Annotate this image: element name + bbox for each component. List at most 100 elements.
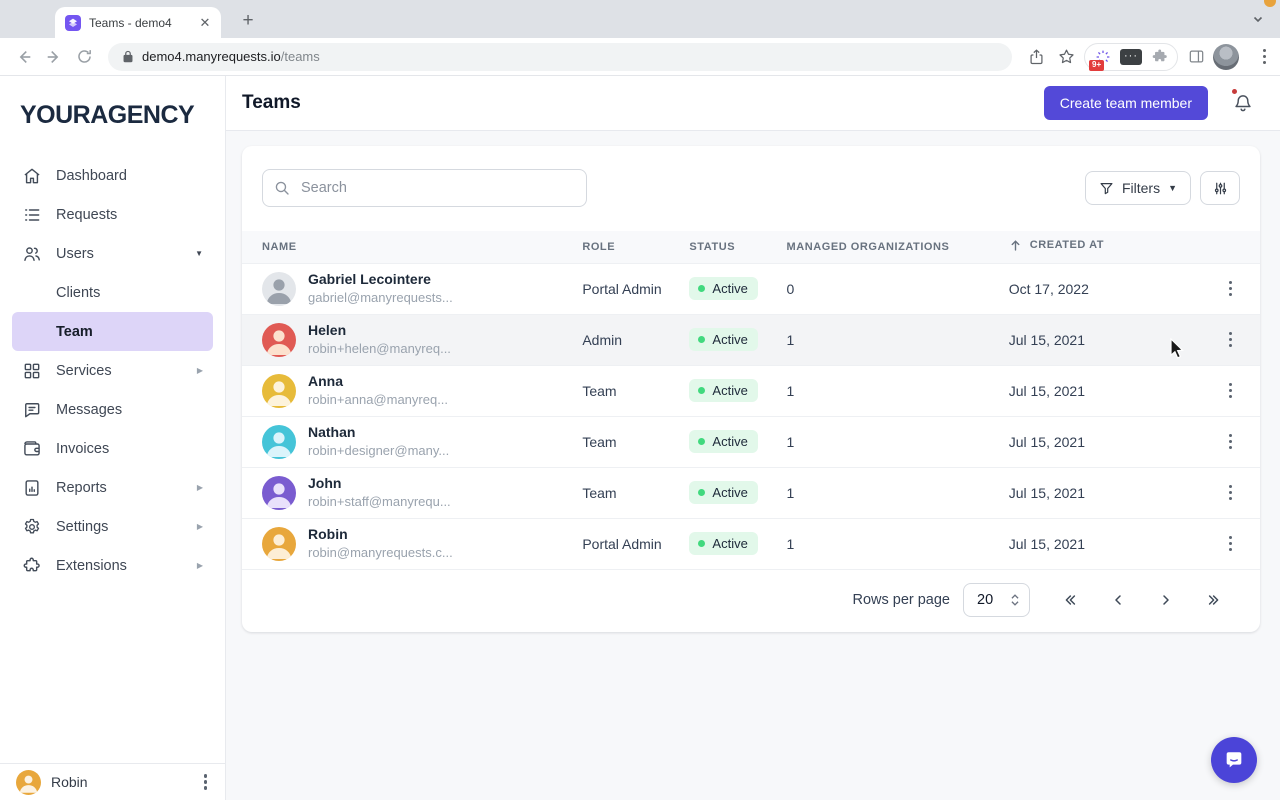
home-icon [22,166,42,186]
col-header-name[interactable]: NAME [242,231,583,263]
sidebar-item-team[interactable]: Team [12,312,213,351]
col-header-managed-organizations[interactable]: MANAGED ORGANIZATIONS [786,231,1009,263]
table-header-row: NAME ROLE STATUS MANAGED ORGANIZATIONS C… [242,231,1260,263]
dots-extension-icon[interactable]: ··· [1119,45,1143,69]
status-badge: Active [689,379,758,402]
row-actions-button[interactable] [1225,430,1237,454]
search-input[interactable] [262,169,587,207]
created-at: Jul 15, 2021 [1008,517,1201,570]
table-toolbar: Filters ▼ [242,146,1260,231]
sidebar-item-services[interactable]: Services ▶ [12,351,213,390]
member-avatar [262,424,296,459]
browser-menu-button[interactable] [1242,43,1270,71]
managed-organizations-count: 1 [786,364,1009,416]
report-chart-icon [22,478,42,498]
managed-organizations-count: 0 [786,262,1009,314]
create-team-member-button[interactable]: Create team member [1043,86,1208,120]
puzzle-extensions-icon[interactable] [1147,45,1171,69]
url-text: demo4.manyrequests.io/teams [142,49,320,64]
row-actions-button[interactable] [1225,277,1237,301]
sidebar-item-label: Invoices [56,440,110,457]
reload-button[interactable] [70,43,98,71]
browser-tab[interactable]: Teams - demo4 ✕ [55,7,221,38]
users-icon [22,244,42,264]
app-shell: YOURAGENCY Dashboard Requests Users ▼ Cl… [0,76,1280,800]
table-row[interactable]: John robin+staff@manyrequ... Team Active … [242,466,1260,518]
stepper-icon [1011,593,1019,606]
filters-button[interactable]: Filters ▼ [1084,171,1191,205]
browser-toolbar: demo4.manyrequests.io/teams 9+ ··· [0,38,1280,76]
status-badge: Active [689,532,758,555]
table-row[interactable]: Gabriel Lecointere gabriel@manyrequests..… [242,262,1260,314]
sidebar-item-invoices[interactable]: Invoices [12,429,213,468]
member-role: Team [582,466,690,518]
bookmark-star-button[interactable] [1052,43,1080,71]
tab-close-icon[interactable]: ✕ [199,14,211,30]
col-header-role[interactable]: ROLE [582,231,690,263]
col-header-status[interactable]: STATUS [689,231,787,263]
sidebar-item-label: Settings [56,518,109,535]
new-tab-button[interactable]: + [235,8,261,34]
user-menu-button[interactable] [200,770,212,794]
row-actions-button[interactable] [1225,481,1237,505]
row-actions-button[interactable] [1225,379,1237,403]
table-row[interactable]: Nathan robin+designer@many... Team Active… [242,415,1260,467]
browser-profile-avatar[interactable] [1212,43,1240,71]
sidebar-item-extensions[interactable]: Extensions ▶ [12,546,213,585]
member-name: Gabriel Lecointere [308,271,431,288]
member-email: robin@manyrequests.c... [308,545,453,561]
sidebar-item-settings[interactable]: Settings ▶ [12,507,213,546]
managed-organizations-count: 1 [786,313,1009,365]
puzzle-icon [22,556,42,576]
member-avatar [262,373,296,408]
table-row[interactable]: Robin robin@manyrequests.c... Portal Admi… [242,517,1260,570]
row-actions-button[interactable] [1225,532,1237,556]
first-page-button[interactable] [1046,583,1094,617]
table-row[interactable]: Helen robin+helen@manyreq... Admin Active… [242,313,1260,365]
status-dot [698,489,706,496]
back-button[interactable] [10,43,38,71]
chat-launcher-button[interactable] [1211,737,1257,783]
list-icon [22,205,42,225]
tab-search-chevron-icon[interactable] [1252,12,1264,30]
extension-badge: 9+ [1089,59,1105,71]
notification-dot [1232,89,1237,94]
member-name: Anna [308,373,343,390]
chevron-right-icon: ▶ [196,561,203,570]
sidebar-user: Robin [0,763,225,800]
sidebar: YOURAGENCY Dashboard Requests Users ▼ Cl… [0,76,226,800]
member-email: robin+helen@manyreq... [308,341,451,357]
sidebar-item-clients[interactable]: Clients [12,273,213,312]
created-at: Oct 17, 2022 [1008,262,1201,314]
last-page-button[interactable] [1190,583,1238,617]
table-row[interactable]: Anna robin+anna@manyreq... Team Active 1 … [242,364,1260,416]
confetti-extension-icon[interactable]: 9+ [1089,45,1115,71]
notifications-bell-button[interactable] [1230,89,1256,116]
page-title: Teams [242,92,301,113]
member-avatar [262,271,296,306]
status-dot [698,540,706,547]
member-name: Nathan [308,424,356,441]
rows-per-page-select[interactable]: 20 [963,582,1030,617]
sidebar-item-users[interactable]: Users ▼ [12,234,213,273]
col-header-created-at[interactable]: CREATED AT [1008,231,1201,263]
share-button[interactable] [1022,43,1050,71]
member-name: Robin [308,526,348,543]
member-avatar [262,526,296,561]
tab-title: Teams - demo4 [89,15,172,30]
sidebar-item-label: Requests [56,206,118,223]
sidebar-item-messages[interactable]: Messages [12,390,213,429]
previous-page-button[interactable] [1094,583,1142,617]
sidebar-item-requests[interactable]: Requests [12,195,213,234]
sidebar-item-reports[interactable]: Reports ▶ [12,468,213,507]
created-at: Jul 15, 2021 [1008,313,1201,365]
next-page-button[interactable] [1142,583,1190,617]
sidebar-item-label: Clients [56,284,101,301]
row-actions-button[interactable] [1225,328,1237,352]
forward-button[interactable] [40,43,68,71]
sidebar-item-dashboard[interactable]: Dashboard [12,156,213,195]
managed-organizations-count: 1 [786,517,1009,570]
address-bar[interactable]: demo4.manyrequests.io/teams [108,42,1012,71]
column-settings-button[interactable] [1200,171,1240,205]
side-panel-button[interactable] [1182,43,1210,71]
